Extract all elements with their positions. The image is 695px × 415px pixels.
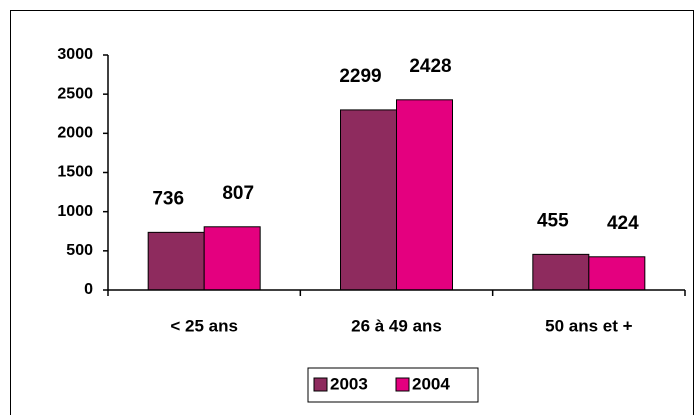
y-tick-label: 3000 <box>57 46 93 63</box>
bar <box>203 226 261 291</box>
legend-swatch <box>313 377 328 392</box>
data-label: 736 <box>152 188 184 209</box>
x-tick-label: < 25 ans <box>170 316 238 335</box>
data-label: 424 <box>607 213 639 234</box>
data-label: 807 <box>222 183 254 204</box>
bar <box>340 109 397 291</box>
bar <box>532 253 590 291</box>
bar <box>396 99 453 291</box>
legend-swatch <box>395 377 410 392</box>
y-tick-label: 1500 <box>57 164 93 181</box>
y-tick-label: 500 <box>66 242 93 259</box>
bar <box>588 256 646 291</box>
data-label: 2299 <box>339 66 381 87</box>
legend-label: 2004 <box>412 374 450 393</box>
y-tick-label: 1000 <box>57 203 93 220</box>
x-tick-label: 50 ans et + <box>545 316 632 335</box>
y-tick-label: 0 <box>84 281 93 298</box>
legend-label: 2003 <box>330 374 368 393</box>
data-label: 455 <box>537 210 569 231</box>
data-label: 2428 <box>409 56 451 77</box>
y-tick-label: 2000 <box>57 125 93 142</box>
bar <box>147 231 205 291</box>
x-tick-label: 26 à 49 ans <box>351 316 442 335</box>
legend-box <box>307 367 479 403</box>
y-tick-label: 2500 <box>57 85 93 102</box>
